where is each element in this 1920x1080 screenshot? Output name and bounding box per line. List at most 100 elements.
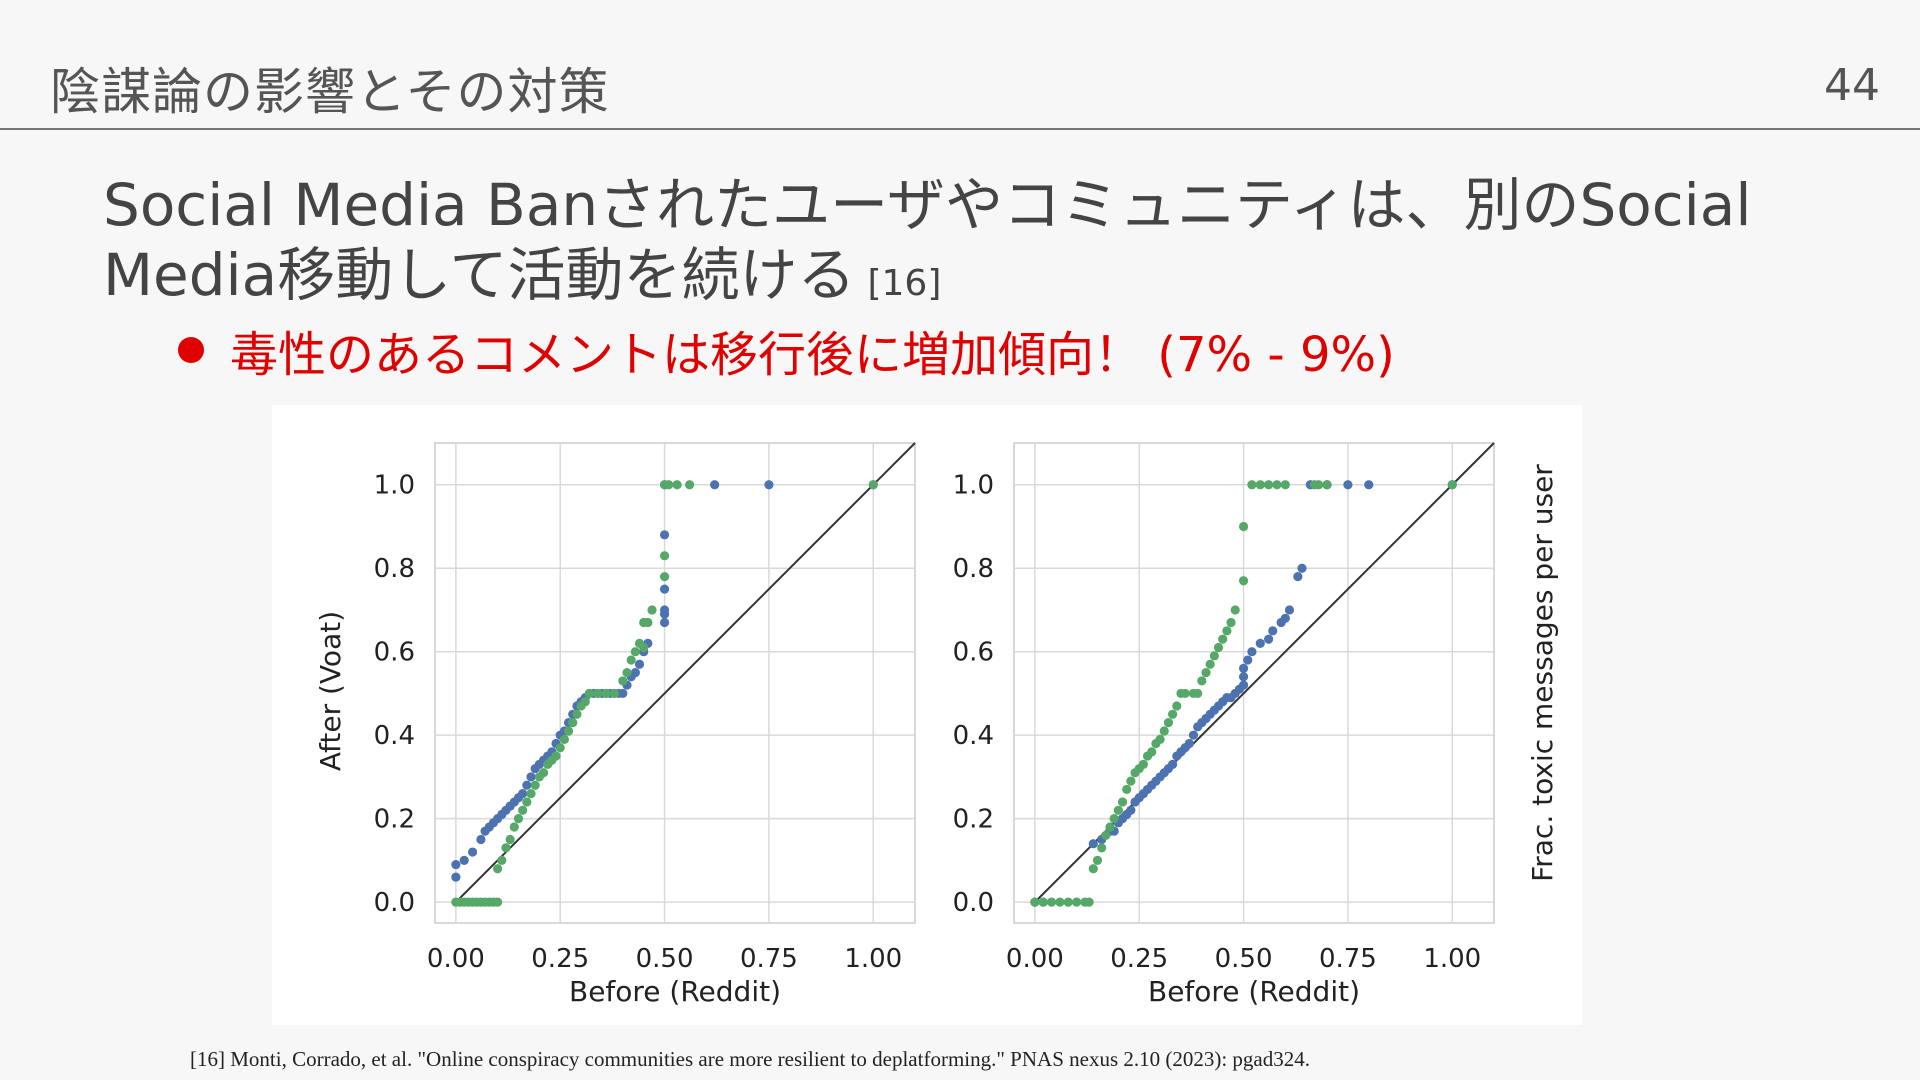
right-point-series-green — [1155, 734, 1165, 744]
bullet-dot-icon — [178, 337, 204, 363]
right-point-series-green — [1101, 830, 1111, 840]
left-point-series-blue — [451, 872, 461, 882]
left-point-series-blue — [476, 834, 486, 845]
left-point-series-blue — [518, 789, 528, 799]
left-point-series-blue — [634, 659, 645, 669]
right-y-tick-label: 0.2 — [953, 805, 994, 835]
right-point-series-green — [1264, 480, 1274, 490]
right-point-series-green — [1230, 605, 1240, 615]
left-point-series-green — [580, 697, 590, 707]
left-point-series-green — [513, 814, 524, 824]
right-x-tick-label: 0.25 — [1110, 944, 1168, 974]
right-x-axis-label: Before (Reddit) — [1148, 975, 1360, 1008]
right-point-series-blue — [1168, 759, 1178, 769]
right-point-series-green — [1126, 776, 1136, 786]
left-point-series-green — [647, 605, 657, 615]
left-point-series-green — [659, 571, 670, 582]
right-point-series-blue — [1188, 730, 1199, 740]
right-y-tick-label: 0.6 — [953, 638, 994, 668]
left-x-axis-label: Before (Reddit) — [569, 975, 781, 1008]
left-point-series-green — [497, 855, 507, 865]
right-point-series-green — [1172, 701, 1182, 711]
slide-header: 陰謀論の影響とその対策 44 — [0, 0, 1920, 130]
right-point-series-blue — [1268, 626, 1278, 636]
right-point-series-green — [1201, 667, 1211, 678]
left-point-series-green — [593, 688, 603, 699]
right-point-series-green — [1238, 576, 1249, 586]
right-point-series-green — [1088, 864, 1098, 874]
bullet-text: 毒性のあるコメントは移行後に増加傾向！ (7% - 9%) — [230, 327, 1395, 383]
right-point-series-green — [1147, 747, 1157, 757]
left-point-series-green — [664, 480, 674, 490]
headline-text: Social Media Banされたユーザやコミュニティは、別のSocial … — [103, 171, 1752, 309]
right-point-series-blue — [1088, 839, 1098, 849]
left-y-tick-label: 0.6 — [374, 638, 415, 668]
left-x-tick-label: 0.50 — [636, 944, 694, 974]
left-point-series-blue — [659, 605, 670, 615]
left-point-series-green — [572, 709, 582, 719]
left-point-series-green — [509, 822, 519, 832]
right-point-series-green — [1046, 897, 1057, 907]
left-point-series-green — [568, 718, 578, 728]
left-point-series-blue — [659, 617, 670, 628]
left-point-series-blue — [764, 480, 774, 490]
right-point-series-green — [1122, 784, 1132, 795]
left-point-series-blue — [710, 480, 720, 490]
left-point-series-green — [493, 864, 503, 874]
left-point-series-green — [618, 676, 628, 686]
right-y-tick-label: 1.0 — [953, 471, 994, 501]
left-point-series-blue — [522, 780, 532, 790]
scatter-charts: 0.00 0.25 0.50 0.75 1.00 0.0 0.2 0.4 0.6 0.8 1.0 Be… — [314, 442, 1559, 1008]
slide-section-title: 陰謀論の影響とその対策 — [50, 63, 610, 121]
right-point-series-green — [1117, 797, 1128, 807]
right-point-series-green — [1072, 897, 1082, 907]
right-point-series-blue — [1264, 634, 1274, 644]
right-point-series-blue — [1247, 647, 1257, 657]
headline-reference: [16] — [867, 263, 942, 304]
right-point-series-green — [1084, 897, 1094, 907]
left-point-series-blue — [630, 667, 640, 678]
right-point-series-green — [1447, 480, 1457, 490]
left-point-series-green — [685, 480, 695, 490]
right-point-series-green — [1238, 521, 1249, 532]
right-point-series-blue — [1184, 738, 1194, 749]
left-y-tick-label: 1.0 — [374, 471, 415, 501]
left-point-series-green — [868, 480, 878, 490]
right-point-series-green — [1113, 805, 1123, 815]
left-point-series-green — [555, 743, 565, 753]
right-y-tick-label: 0.4 — [953, 721, 994, 751]
left-point-series-green — [559, 734, 569, 744]
right-point-series-green — [1280, 480, 1290, 490]
right-y-tick-label: 0.0 — [953, 888, 994, 918]
left-point-series-green — [626, 655, 636, 665]
right-point-series-blue — [1243, 655, 1253, 665]
right-point-series-green — [1159, 726, 1169, 736]
right-point-series-green — [1247, 480, 1257, 490]
right-point-series-blue — [1364, 480, 1374, 490]
right-point-series-blue — [1238, 680, 1249, 690]
left-y-tick-label: 0.0 — [374, 888, 415, 918]
right-point-series-green — [1205, 659, 1215, 669]
right-point-series-green — [1226, 617, 1236, 628]
left-point-series-green — [672, 480, 682, 490]
right-point-series-blue — [1297, 563, 1307, 573]
bullet-item: 毒性のあるコメントは移行後に増加傾向！ (7% - 9%) — [178, 315, 1395, 385]
right-point-series-green — [1168, 709, 1178, 719]
left-y-axis-label: After (Voat) — [314, 611, 347, 771]
left-point-series-green — [522, 797, 532, 807]
left-point-series-blue — [451, 859, 461, 870]
left-x-tick-label: 0.75 — [740, 944, 798, 974]
left-point-series-blue — [459, 855, 469, 865]
left-point-series-green — [630, 647, 640, 657]
left-point-series-green — [530, 780, 540, 790]
left-x-tick-label: 0.25 — [531, 944, 589, 974]
slide-headline: Social Media Banされたユーザやコミュニティは、別のSocial … — [103, 170, 1843, 319]
left-point-series-green — [584, 688, 595, 699]
right-point-series-blue — [1293, 571, 1303, 582]
left-point-series-green — [659, 551, 670, 561]
right-x-tick-label: 0.00 — [1006, 944, 1064, 974]
right-point-series-green — [1197, 676, 1207, 686]
page-number: 44 — [1824, 60, 1880, 111]
right-point-series-green — [1222, 626, 1232, 636]
right-point-series-green — [1109, 814, 1119, 824]
